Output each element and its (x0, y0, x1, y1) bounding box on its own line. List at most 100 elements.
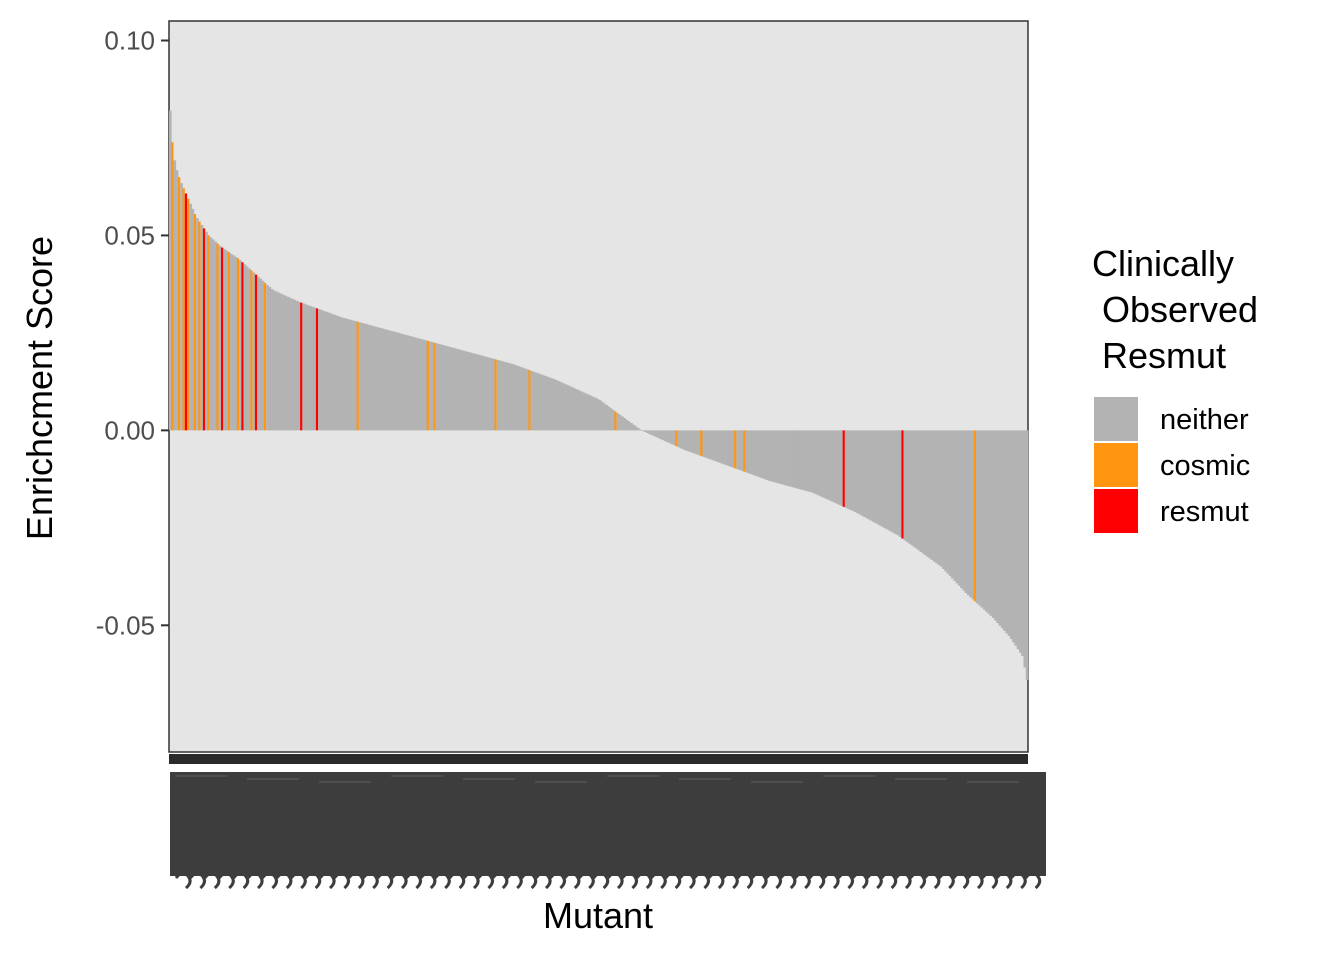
bar-neither (523, 368, 527, 431)
x-label-glyph (592, 871, 610, 890)
bar-neither (200, 224, 204, 431)
bar-neither (334, 314, 337, 431)
x-label-glyph (909, 871, 926, 890)
bar-neither (652, 430, 656, 437)
bar-cosmic (356, 321, 359, 431)
bar-neither (720, 430, 724, 464)
bar-neither (661, 430, 665, 441)
bar-neither (759, 430, 762, 478)
bar-neither (306, 305, 310, 431)
bar-neither (483, 356, 486, 431)
bar-neither (632, 424, 636, 431)
bar-neither (605, 404, 608, 431)
bar-neither (358, 322, 362, 431)
bar-neither (428, 341, 432, 431)
bar-neither (697, 430, 701, 456)
bar-neither (704, 430, 708, 458)
x-label-glyph (1024, 871, 1042, 890)
bar-neither (1021, 430, 1024, 657)
bar-neither (189, 203, 192, 431)
bar-resmut (241, 262, 244, 431)
bar-cosmic (187, 198, 190, 431)
bar-cosmic (171, 142, 174, 431)
bar-neither (872, 430, 875, 522)
bar-neither (858, 430, 862, 515)
x-label-glyph (837, 871, 854, 890)
x-label-glyph (995, 871, 1013, 890)
bar-neither (876, 430, 880, 525)
bar-neither (458, 349, 461, 431)
bar-neither (593, 397, 597, 431)
bars-group (169, 110, 1029, 680)
legend-key-cosmic (1094, 443, 1138, 487)
bar-neither (347, 319, 351, 431)
y-tick-label: 0.00 (104, 415, 155, 445)
bar-neither (521, 367, 525, 431)
bar-neither (768, 430, 771, 481)
bar-neither (232, 255, 235, 431)
bar-neither (541, 375, 545, 431)
bar-neither (575, 389, 579, 431)
bar-resmut (220, 247, 224, 431)
bar-neither (951, 430, 954, 579)
bar-neither (810, 430, 814, 493)
x-label-glyph (621, 871, 638, 890)
bar-neither (180, 183, 183, 431)
bar-neither (395, 332, 398, 431)
bar-neither (485, 356, 489, 431)
bar-neither (1025, 430, 1029, 680)
bar-neither (996, 430, 999, 624)
bar-neither (322, 310, 326, 431)
bar-neither (546, 376, 550, 431)
bar-neither (496, 360, 500, 431)
bar-neither (933, 430, 936, 562)
bar-neither (487, 357, 491, 431)
x-label-glyph (434, 871, 451, 890)
bar-neither (892, 430, 895, 533)
bar-neither (792, 430, 796, 488)
bar-neither (596, 398, 599, 431)
x-label-glyph (462, 871, 480, 890)
bar-neither (860, 430, 864, 516)
bar-neither (603, 403, 606, 431)
bar-neither (386, 329, 389, 431)
x-label-glyph (822, 871, 840, 890)
bar-neither (831, 430, 834, 502)
bar-neither (544, 375, 547, 431)
bar-neither (770, 430, 773, 482)
bar-neither (745, 430, 749, 473)
bar-neither (345, 318, 348, 431)
bar-neither (551, 378, 554, 431)
bar-neither (374, 326, 378, 431)
bar-neither (664, 430, 667, 442)
legend-label-resmut: resmut (1160, 496, 1249, 528)
x-label-glyph (246, 871, 264, 890)
bar-neither (560, 382, 563, 431)
bar-neither (749, 430, 753, 475)
bar-neither (912, 430, 916, 547)
x-label-glyph (304, 871, 322, 890)
bar-neither (960, 430, 963, 589)
bar-cosmic (614, 411, 617, 431)
bar-neither (869, 430, 873, 521)
bar-neither (304, 304, 308, 431)
bar-neither (978, 430, 981, 606)
x-label-glyph (290, 871, 307, 890)
bar-neither (994, 430, 997, 621)
bar-neither (239, 260, 242, 431)
bar-neither (435, 343, 439, 431)
bar-neither (327, 312, 330, 431)
bar-neither (519, 366, 522, 431)
x-label-glyph (938, 871, 955, 890)
bar-resmut (842, 430, 845, 507)
bar-neither (930, 430, 934, 561)
bar-neither (284, 295, 287, 431)
bar-neither (410, 336, 414, 431)
bar-neither (320, 310, 324, 431)
x-axis-title: Mutant (543, 895, 653, 936)
bar-neither (417, 338, 421, 431)
x-label-glyph (333, 871, 350, 890)
bar-neither (935, 430, 938, 564)
bar-neither (795, 430, 798, 489)
x-label-glyph (981, 871, 998, 890)
